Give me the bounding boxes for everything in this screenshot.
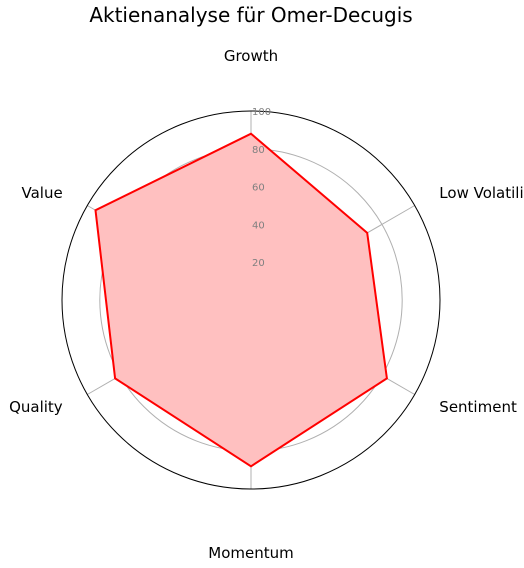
tick-label-40: 40 bbox=[252, 220, 265, 231]
axis-label-low-volatility: Low Volatility bbox=[439, 184, 524, 202]
series-area bbox=[95, 133, 387, 467]
tick-label-100: 100 bbox=[252, 107, 271, 118]
axis-label-sentiment: Sentiment bbox=[439, 398, 517, 416]
axis-label-quality: Quality bbox=[9, 398, 63, 416]
tick-label-20: 20 bbox=[252, 258, 265, 269]
tick-label-80: 80 bbox=[252, 145, 265, 156]
tick-label-60: 60 bbox=[252, 183, 265, 194]
axis-label-growth: Growth bbox=[224, 47, 278, 65]
chart-title: Aktienanalyse für Omer-Decugis bbox=[89, 3, 412, 27]
data-layer bbox=[94, 132, 388, 468]
outer-frame bbox=[61, 110, 441, 490]
tick-label-layer: 20 40 60 80 100 bbox=[252, 107, 271, 269]
axis-label-momentum: Momentum bbox=[208, 544, 293, 562]
axis-label-value: Value bbox=[21, 184, 62, 202]
axis-label-layer: Growth Low Volatility Sentiment Momentum Qua… bbox=[9, 47, 524, 562]
